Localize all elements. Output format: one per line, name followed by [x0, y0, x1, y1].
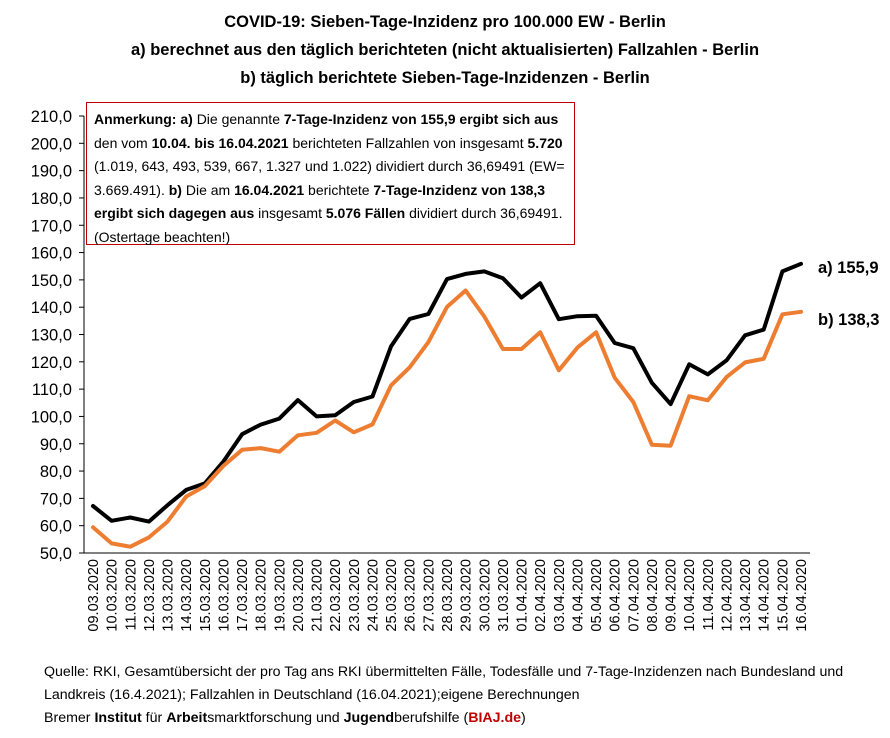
- x-tick-label: 07.04.2020: [626, 559, 642, 632]
- source-text-6: berufshilfe (: [394, 710, 469, 726]
- x-tick-label: 18.03.2020: [254, 559, 270, 632]
- x-tick-label: 08.04.2020: [645, 559, 661, 632]
- y-tick-label: 120,0: [31, 354, 72, 372]
- y-tick-label: 100,0: [31, 408, 72, 426]
- y-tick-label: 150,0: [31, 272, 72, 290]
- annotation-text-2: 7-Tage-Inzidenz von 155,9 ergibt sich au…: [283, 111, 559, 127]
- x-tick-label: 30.03.2020: [477, 559, 493, 632]
- x-tick-label: 31.03.2020: [496, 559, 512, 632]
- x-tick-label: 12.03.2020: [142, 559, 158, 632]
- annotation-text-9: Die am: [181, 181, 235, 198]
- y-tick-label: 50,0: [40, 545, 72, 563]
- x-tick-label: 27.03.2020: [421, 559, 437, 632]
- x-tick-label: 02.04.2020: [533, 559, 549, 632]
- series-line-a: [91, 261, 803, 524]
- x-tick-label: 17.03.2020: [235, 559, 251, 632]
- x-tick-label: 11.03.2020: [123, 559, 139, 631]
- x-tick-label: 10.03.2020: [105, 559, 121, 632]
- chart-titles: COVID-19: Sieben-Tage-Inzidenz pro 100.0…: [0, 8, 890, 92]
- annotation-text-13: insgesamt: [254, 205, 326, 221]
- source-text-1: Institut: [94, 710, 142, 726]
- x-tick-label: 28.03.2020: [440, 559, 456, 632]
- y-tick-label: 130,0: [31, 327, 72, 345]
- annotation-text-6: 5.720: [527, 134, 563, 151]
- x-tick-label: 05.04.2020: [589, 559, 605, 632]
- chart-subtitle-a: a) berechnet aus den täglich berichteten…: [130, 41, 760, 59]
- x-tick-label: 03.04.2020: [552, 559, 568, 632]
- x-tick-label: 25.03.2020: [384, 559, 400, 632]
- y-tick-label: 190,0: [31, 163, 72, 181]
- source-note: Quelle: RKI, Gesamtübersicht der pro Tag…: [44, 661, 884, 730]
- annotation-text-14: 5.076 Fällen: [325, 205, 406, 221]
- x-tick-label: 09.04.2020: [664, 559, 680, 632]
- annotation-text-8: b): [168, 181, 182, 198]
- annotation-text-11: berichtete: [304, 181, 374, 198]
- x-tick-label: 15.03.2020: [198, 559, 214, 632]
- x-tick-label: 26.03.2020: [403, 559, 419, 632]
- x-tick-label: 14.04.2020: [757, 559, 773, 632]
- source-text-3: Arbeit: [166, 710, 208, 726]
- x-tick-label: 10.04.2020: [682, 559, 698, 632]
- y-tick-label: 180,0: [31, 190, 72, 208]
- chart-title: COVID-19: Sieben-Tage-Inzidenz pro 100.0…: [224, 13, 666, 31]
- source-line-2: Bremer Institut für Arbeitsmarktforschun…: [44, 707, 884, 730]
- y-tick-label: 70,0: [40, 490, 72, 508]
- source-text-8: ): [521, 710, 526, 726]
- annotation-box: Anmerkung: a) Die genannte 7-Tage-Inzide…: [86, 102, 575, 245]
- series-line-b: [91, 288, 803, 549]
- x-tick-label: 09.03.2020: [86, 559, 102, 632]
- annotation-text-10: 16.04.2021: [234, 181, 305, 198]
- end-label-a: a) 155,9: [818, 259, 879, 277]
- x-tick-label: 21.03.2020: [310, 559, 326, 632]
- annotation-text-0: Anmerkung: a): [94, 111, 197, 127]
- x-tick-label: 01.04.2020: [515, 559, 531, 632]
- y-axis: 50,0 60,0 70,0 80,0 90,0 100,0 110,0 120,0 130,0…: [31, 108, 85, 563]
- x-tick-label: 16.03.2020: [216, 559, 232, 632]
- x-tick-label: 23.03.2020: [347, 559, 363, 632]
- x-tick-label: 04.04.2020: [570, 559, 586, 632]
- x-tick-label: 13.03.2020: [161, 559, 177, 632]
- annotation-text-7: (1.019, 643, 493, 539, 667, 1.327 und 1.…: [94, 158, 565, 198]
- x-tick-label: 24.03.2020: [365, 559, 381, 632]
- source-text-5: Jugend: [343, 710, 395, 726]
- source-text-4: smarktforschung und: [207, 710, 344, 726]
- y-tick-label: 110,0: [32, 381, 72, 399]
- x-tick-label: 15.04.2020: [775, 559, 791, 632]
- annotation-text-12: 7-Tage-Inzidenz von 138,3 ergibt sich da…: [94, 181, 546, 222]
- x-tick-label: 13.04.2020: [738, 559, 754, 632]
- x-tick-label: 22.03.2020: [328, 559, 344, 632]
- source-text-2: für: [141, 710, 167, 726]
- series-lines: [91, 261, 803, 549]
- chart-subtitle-b: b) täglich berichtete Sieben-Tage-Inzide…: [240, 69, 650, 87]
- annotation-text-4: 10.04. bis 16.04.2021: [151, 134, 289, 151]
- annotation-text-1: Die genannte: [196, 111, 284, 127]
- source-text-7: BIAJ.de: [468, 710, 522, 726]
- x-tick-label: 16.04.2020: [794, 559, 810, 632]
- y-tick-label: 60,0: [40, 518, 72, 536]
- y-tick-label: 170,0: [31, 217, 72, 235]
- x-axis: 09.03.2020 10.03.2020 11.03.2020 12.03.2020…: [84, 552, 810, 632]
- x-tick-label: 12.04.2020: [719, 559, 735, 632]
- end-labels: a) 155,9 b) 138,3: [818, 259, 879, 329]
- x-tick-label: 14.03.2020: [179, 559, 195, 632]
- source-text-0: Bremer: [44, 710, 95, 726]
- x-tick-label: 20.03.2020: [291, 559, 307, 632]
- y-tick-label: 210,0: [31, 108, 72, 126]
- annotation-text-3: den vom: [94, 134, 152, 151]
- y-tick-label: 200,0: [31, 135, 72, 153]
- y-tick-label: 140,0: [31, 299, 72, 317]
- end-label-b: b) 138,3: [818, 311, 879, 329]
- annotation-text-15: dividiert durch 36,69491. (Ostertage bea…: [94, 205, 563, 245]
- y-tick-label: 80,0: [40, 463, 72, 481]
- x-tick-label: 29.03.2020: [459, 559, 475, 632]
- x-tick-label: 19.03.2020: [272, 559, 288, 632]
- source-line-1: Quelle: RKI, Gesamtübersicht der pro Tag…: [44, 664, 844, 703]
- annotation-text-5: berichteten Fallzahlen von insgesamt: [288, 134, 528, 151]
- y-tick-label: 160,0: [31, 245, 72, 263]
- x-tick-label: 06.04.2020: [608, 559, 624, 632]
- y-tick-label: 90,0: [40, 436, 72, 454]
- x-tick-label: 11.04.2020: [701, 559, 717, 631]
